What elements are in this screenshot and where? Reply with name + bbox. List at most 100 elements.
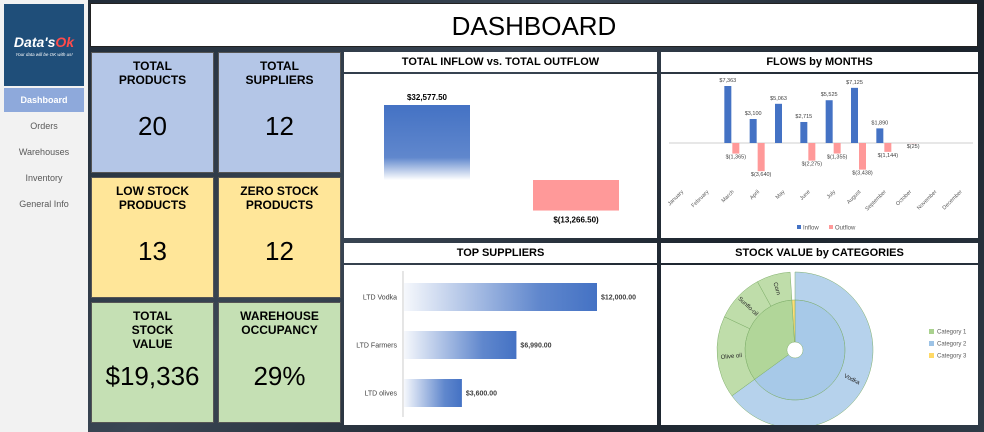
bar xyxy=(404,331,517,359)
legend-label: Outflow xyxy=(835,226,856,232)
inflow-outflow-chart: $32,577.50 $(13,266.50) xyxy=(344,74,657,238)
data-label: $(3,640) xyxy=(751,172,772,178)
x-tick-label: November xyxy=(916,189,938,211)
logo-accent: Ok xyxy=(55,34,75,50)
x-tick-label: April xyxy=(749,189,761,201)
kpi-label: TOTAL SUPPLIERS xyxy=(245,59,314,87)
kpi-value: 20 xyxy=(138,111,167,141)
data-label: $3,600.00 xyxy=(466,391,497,398)
bar xyxy=(533,180,619,211)
bar xyxy=(757,143,765,172)
legend-swatch xyxy=(929,329,934,334)
legend-label: Category 1 xyxy=(937,330,967,336)
x-tick-label: December xyxy=(942,189,964,211)
data-label: $(25) xyxy=(907,144,920,150)
data-label: $5,063 xyxy=(770,96,787,102)
sunburst-outer xyxy=(757,271,793,307)
bar xyxy=(876,128,884,143)
logo-tagline: Your data will be OK with us! xyxy=(15,52,73,57)
kpi-tile: TOTAL STOCK VALUE $19,336 xyxy=(91,302,214,423)
kpi-value: 29% xyxy=(253,361,306,391)
bar xyxy=(825,100,833,143)
x-tick-label: October xyxy=(895,189,913,207)
sunburst-outer xyxy=(731,271,874,425)
panel-title: STOCK VALUE by CATEGORIES xyxy=(661,243,978,263)
data-label: $7,125 xyxy=(846,80,863,86)
kpi-value: 13 xyxy=(138,236,167,266)
x-tick-label: May xyxy=(775,189,787,201)
nav-item[interactable]: Inventory xyxy=(25,173,63,183)
bar xyxy=(859,143,866,170)
kpi-value: $19,336 xyxy=(105,361,200,391)
kpi-label: WAREHOUSE OCCUPANCY xyxy=(240,309,319,337)
flows-by-month-chart: January February March $7,363 $(1,365) April $… xyxy=(661,74,978,238)
bar xyxy=(833,143,841,154)
legend-swatch xyxy=(929,353,934,358)
bar xyxy=(404,379,462,407)
kpi-tile: TOTAL PRODUCTS 20 xyxy=(91,52,214,173)
x-tick-label: January xyxy=(667,189,685,207)
nav-item[interactable]: Warehouses xyxy=(18,147,70,157)
kpi-label: LOW STOCK PRODUCTS xyxy=(115,184,190,212)
bar xyxy=(800,121,808,143)
data-label: $(1,355) xyxy=(827,154,848,160)
data-label: $2,715 xyxy=(795,114,812,120)
bar xyxy=(775,103,782,143)
data-label: $3,100 xyxy=(745,111,762,117)
page-title: DASHBOARD xyxy=(90,3,978,47)
data-label: $(1,144) xyxy=(878,153,899,159)
data-label: $(2,275) xyxy=(802,162,823,168)
data-label: $(13,266.50) xyxy=(553,216,599,225)
x-tick-label: March xyxy=(721,189,736,204)
bar xyxy=(851,87,858,143)
top-suppliers-chart: LTD Vodka $12,000.00 LTD Farmers $6,990.00 L… xyxy=(344,265,657,425)
data-label: $32,577.50 xyxy=(407,93,448,102)
bar xyxy=(724,86,732,143)
data-label: $7,363 xyxy=(719,78,736,84)
data-label: $6,990.00 xyxy=(520,343,551,350)
panel-title: TOTAL INFLOW vs. TOTAL OUTFLOW xyxy=(344,52,657,72)
kpi-value: 12 xyxy=(265,111,294,141)
sunburst-inner xyxy=(791,299,796,343)
bar xyxy=(732,143,740,154)
y-tick-label: LTD Farmers xyxy=(356,343,397,350)
x-tick-label: June xyxy=(799,189,812,202)
y-tick-label: LTD Vodka xyxy=(363,295,397,302)
data-label: $1,890 xyxy=(871,120,888,126)
x-tick-label: August xyxy=(846,189,863,206)
legend-label: Category 3 xyxy=(937,354,967,360)
nav-item[interactable]: Dashboard xyxy=(4,88,84,112)
segment-label: Corn xyxy=(771,282,780,296)
nav-item[interactable]: Orders xyxy=(30,121,58,131)
data-label: $(1,365) xyxy=(726,155,747,161)
bar xyxy=(749,119,757,143)
logo[interactable]: Data'sOk Your data will be OK with us! xyxy=(4,4,84,86)
x-tick-label: July xyxy=(826,189,837,200)
nav-item[interactable]: General Info xyxy=(19,199,69,209)
data-label: $(3,438) xyxy=(852,171,873,177)
logo-text: Data's xyxy=(13,34,56,50)
kpi-label: ZERO STOCK PRODUCTS xyxy=(240,184,319,212)
legend-label: Category 2 xyxy=(937,342,967,348)
kpi-label: TOTAL PRODUCTS xyxy=(118,59,187,87)
data-label: $5,525 xyxy=(821,92,838,98)
kpi-tile: WAREHOUSE OCCUPANCY 29% xyxy=(218,302,341,423)
sidebar: Data'sOk Your data will be OK with us! D… xyxy=(0,0,88,432)
y-tick-label: LTD olives xyxy=(364,391,397,398)
panel-title: TOP SUPPLIERS xyxy=(344,243,657,263)
panel-title: FLOWS by MONTHS xyxy=(661,52,978,72)
legend-swatch xyxy=(797,225,801,229)
legend-swatch xyxy=(929,341,934,346)
legend-swatch xyxy=(829,225,833,229)
kpi-value: 12 xyxy=(265,236,294,266)
x-tick-label: February xyxy=(691,189,711,209)
bar xyxy=(808,143,816,161)
x-tick-label: September xyxy=(864,189,887,212)
data-label: $12,000.00 xyxy=(601,295,636,302)
kpi-tile: LOW STOCK PRODUCTS 13 xyxy=(91,177,214,298)
bar xyxy=(404,283,597,311)
kpi-tile: TOTAL SUPPLIERS 12 xyxy=(218,52,341,173)
kpi-tile: ZERO STOCK PRODUCTS 12 xyxy=(218,177,341,298)
